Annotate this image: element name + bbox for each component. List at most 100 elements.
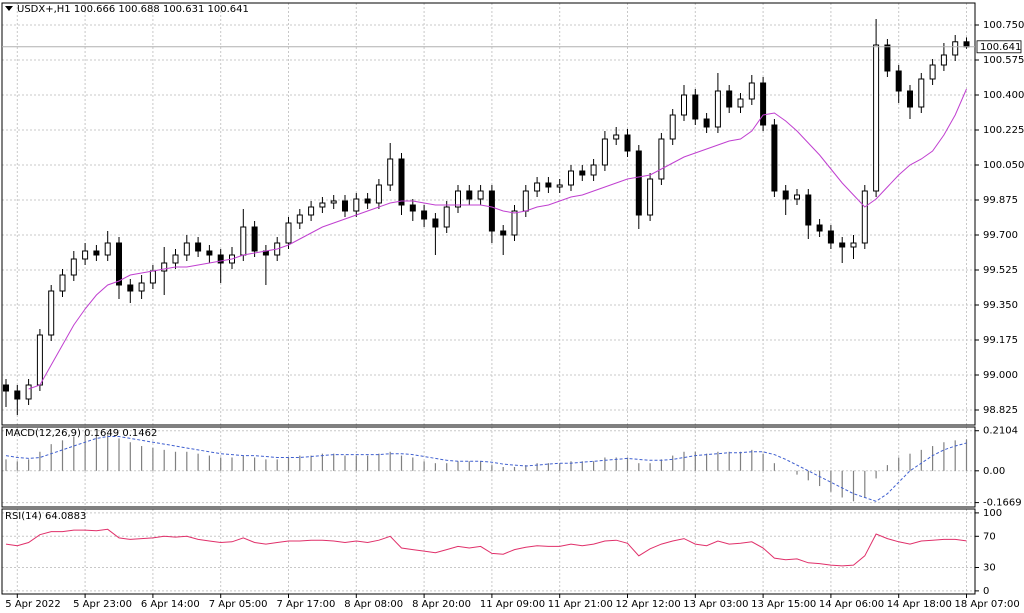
candle-body <box>805 194 812 226</box>
candle-body <box>477 190 484 200</box>
candle-body <box>940 54 947 66</box>
y-tick-label: 100.575 <box>983 55 1024 66</box>
panel-frame <box>1 2 976 426</box>
candle-body <box>794 194 800 200</box>
candle-body <box>952 41 959 56</box>
y-tick-label: 100.050 <box>983 160 1024 171</box>
candle-body <box>771 124 778 192</box>
candle-body <box>398 158 405 206</box>
x-tick-label: 5 Apr 2022 <box>5 599 60 610</box>
x-tick-label: 14 Apr 06:00 <box>819 599 884 610</box>
candle-body <box>36 334 43 386</box>
candle-body <box>500 230 507 236</box>
last-price-box <box>976 40 1022 54</box>
candle-body <box>850 242 857 248</box>
candle-body <box>929 64 936 80</box>
y-tick-label: -0.1669 <box>983 498 1022 509</box>
candle-body <box>375 184 382 204</box>
candle-body <box>827 230 834 244</box>
candle-body <box>285 222 292 244</box>
candle-body <box>873 44 880 192</box>
x-tick-label: 5 Apr 23:00 <box>73 599 132 610</box>
candle-body <box>624 134 631 152</box>
candle-body <box>601 138 608 166</box>
candle-body <box>70 258 77 276</box>
candle-body <box>127 284 134 292</box>
candle-body <box>748 82 755 100</box>
x-tick-label: 13 Apr 03:00 <box>683 599 748 610</box>
x-tick-label: 11 Apr 21:00 <box>548 599 613 610</box>
candle-body <box>895 70 902 92</box>
candle-body <box>195 242 202 252</box>
candle-body <box>138 282 145 292</box>
y-tick-label: 100.400 <box>983 90 1024 101</box>
candle-body <box>884 44 891 72</box>
candle-body <box>647 178 654 216</box>
candle-body <box>590 164 597 176</box>
candle-body <box>308 206 315 216</box>
macd-hist-value: 0.1649 <box>84 428 119 439</box>
candle-body <box>14 390 21 400</box>
y-tick-label: 0 <box>983 586 989 597</box>
y-tick-label: 0.2104 <box>983 426 1018 437</box>
candle-body <box>172 254 179 264</box>
candle-body <box>681 94 687 116</box>
candle-body <box>522 190 529 212</box>
candle-body <box>613 134 620 140</box>
candle-body <box>692 94 699 120</box>
candle-body <box>963 41 970 48</box>
y-tick-label: 99.350 <box>983 300 1018 311</box>
candle-body <box>206 250 213 256</box>
y-tick-label: 100.750 <box>983 20 1024 31</box>
x-tick-label: 8 Apr 20:00 <box>412 599 471 610</box>
y-tick-label: 30 <box>983 562 996 573</box>
candle-body <box>149 270 156 284</box>
candle-body <box>545 182 552 188</box>
panel-frame <box>1 426 976 508</box>
macd-header: MACD(12,26,9) 0.1649 0.1462 <box>5 428 157 439</box>
candle-body <box>816 224 823 232</box>
candle-body <box>488 190 495 232</box>
macd-signal <box>5 436 967 502</box>
candle-body <box>93 250 100 256</box>
x-tick-label: 7 Apr 05:00 <box>209 599 268 610</box>
candle-body <box>861 190 868 244</box>
y-tick-label: 70 <box>983 531 996 542</box>
x-tick-label: 8 Apr 08:00 <box>344 599 403 610</box>
candle-body <box>387 158 394 186</box>
candle-body <box>658 138 665 180</box>
rsi-title: RSI(14) <box>5 511 42 522</box>
candle-body <box>161 262 168 272</box>
header-open: 100.666 <box>74 4 115 15</box>
x-tick-label: 7 Apr 17:00 <box>277 599 336 610</box>
candle-body <box>455 190 461 208</box>
candle-body <box>635 150 642 216</box>
candle-body <box>714 90 721 128</box>
x-tick-label: 6 Apr 14:00 <box>141 599 200 610</box>
candle-body <box>907 90 913 108</box>
candle-body <box>330 200 337 204</box>
y-tick-label: 99.175 <box>983 335 1018 346</box>
candle-body <box>760 82 767 126</box>
symbol-title: USDX+,H1 <box>17 4 71 15</box>
menu-arrow[interactable] <box>5 6 13 11</box>
candle-body <box>319 202 326 208</box>
candle-body <box>364 198 371 204</box>
candle-body <box>432 218 439 228</box>
candle-body <box>466 190 473 200</box>
rsi-line <box>5 528 967 567</box>
y-tick-label: 100 <box>983 508 1002 519</box>
x-tick-label: 13 Apr 15:00 <box>751 599 816 610</box>
y-tick-label: 99.875 <box>983 195 1018 206</box>
candle-body <box>703 118 710 128</box>
candle-body <box>579 170 586 176</box>
y-tick-label: 100.225 <box>983 125 1024 136</box>
rsi-header: RSI(14) 64.0883 <box>5 511 86 522</box>
y-tick-label: 98.825 <box>983 405 1018 416</box>
candle-body <box>782 190 789 200</box>
candle-body <box>296 214 303 224</box>
x-tick-label: 11 Apr 09:00 <box>480 599 545 610</box>
x-tick-label: 14 Apr 18:00 <box>887 599 952 610</box>
